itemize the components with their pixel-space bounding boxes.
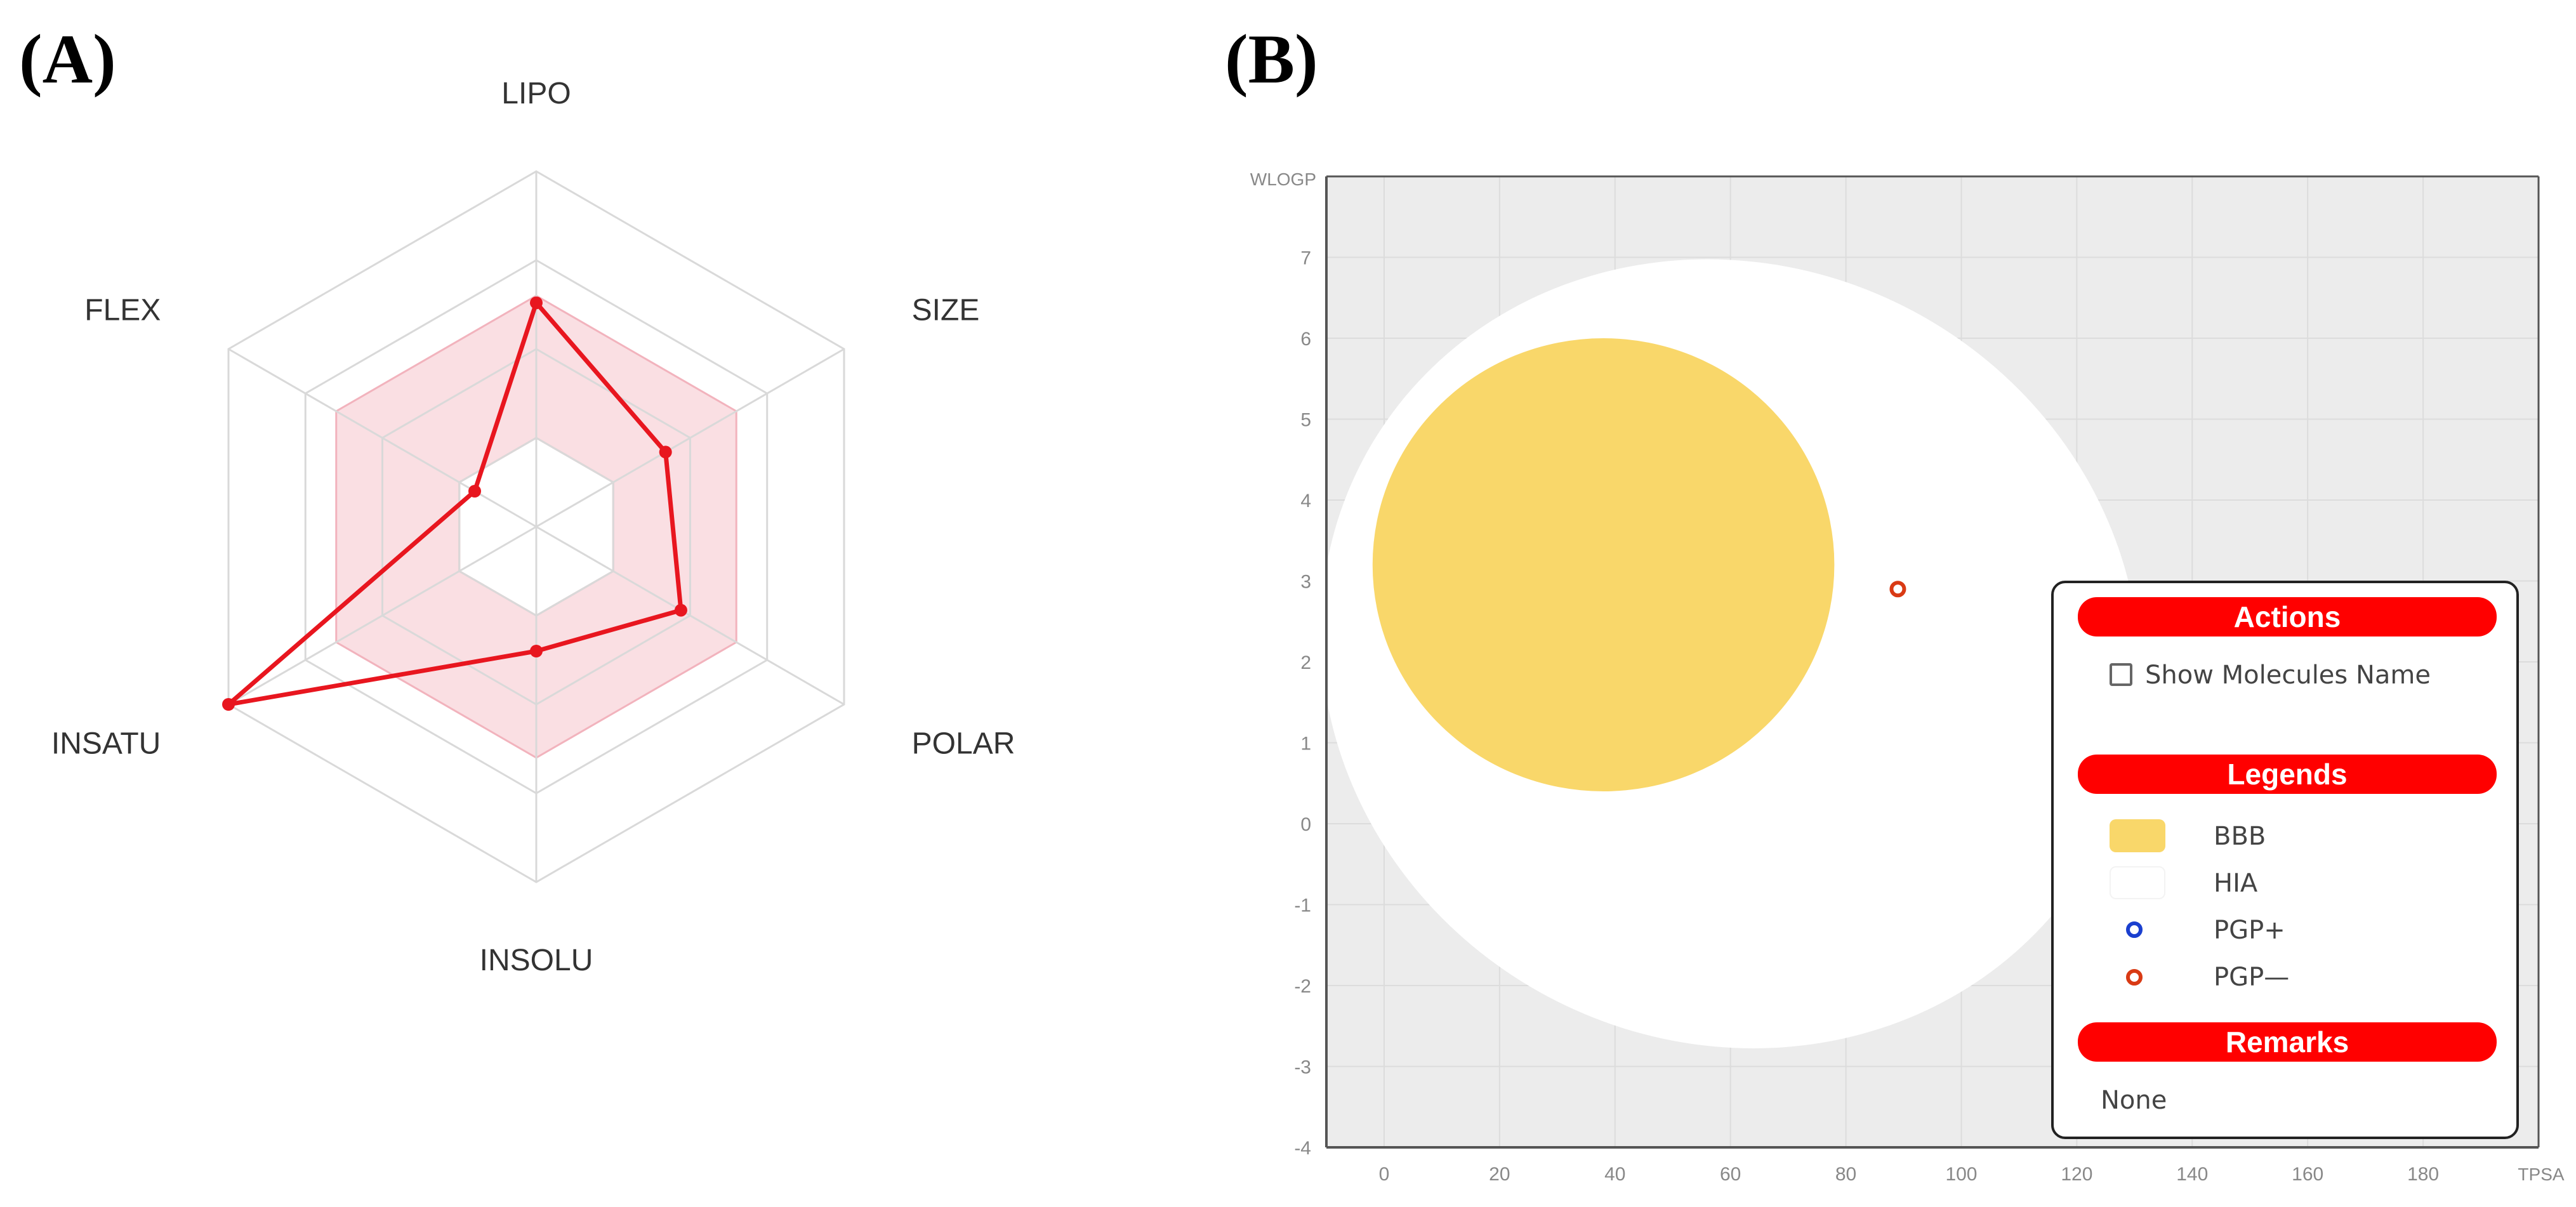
y-tick-label: 4 xyxy=(1300,491,1311,511)
show-names-checkbox[interactable] xyxy=(2110,663,2132,686)
x-tick-label: 60 xyxy=(1720,1164,1741,1185)
y-tick-label: -1 xyxy=(1294,895,1311,916)
radar-point-polar xyxy=(674,604,687,617)
y-tick-label: -3 xyxy=(1294,1057,1311,1078)
show-names-label[interactable]: Show Molecules Name xyxy=(2145,661,2431,690)
pgp-plus-marker-icon xyxy=(2126,921,2143,938)
optimal-range-band xyxy=(336,296,737,758)
radar-spoke-insatu xyxy=(228,525,537,706)
panel-b-label: (B) xyxy=(1225,20,1318,98)
bioavailability-radar-chart: LIPO SIZE POLAR INSOLU INSATU FLEX xyxy=(51,77,1015,977)
y-tick-label: 7 xyxy=(1300,248,1311,269)
radar-point-insolu xyxy=(530,645,543,657)
radar-point-flex xyxy=(468,485,482,498)
radar-axis-label-size: SIZE xyxy=(912,293,980,327)
x-tick-label: 120 xyxy=(2061,1164,2092,1185)
legend-panel: Actions Show Molecules Name Legends BBB … xyxy=(2051,581,2519,1139)
radar-axis-label-insatu: INSATU xyxy=(51,727,161,761)
pgp-minus-marker-icon xyxy=(2126,969,2143,986)
y-tick-label: 5 xyxy=(1300,410,1311,431)
radar-spoke-size xyxy=(536,348,845,528)
y-axis-title: WLOGP xyxy=(1250,169,1316,189)
legends-header: Legends xyxy=(2078,755,2497,794)
y-tick-label: 3 xyxy=(1300,572,1311,593)
y-tick-label: -2 xyxy=(1294,976,1311,997)
radar-axis-label-polar: POLAR xyxy=(912,727,1015,761)
legend-pgp-minus-label: PGP— xyxy=(2214,963,2290,992)
radar-point-size xyxy=(659,445,672,459)
radar-axis-label-insolu: INSOLU xyxy=(480,944,593,977)
x-tick-label: 0 xyxy=(1379,1164,1390,1185)
x-tick-label: 40 xyxy=(1604,1164,1625,1185)
y-tick-label: 6 xyxy=(1300,329,1311,350)
actions-header: Actions xyxy=(2078,597,2497,636)
x-tick-label: 140 xyxy=(2176,1164,2208,1185)
legend-hia-label: HIA xyxy=(2214,869,2258,898)
radar-axis-label-flex: FLEX xyxy=(84,293,161,327)
y-tick-label: -4 xyxy=(1294,1138,1311,1159)
remarks-header: Remarks xyxy=(2078,1022,2497,1062)
x-tick-label: 80 xyxy=(1835,1164,1856,1185)
regions-group xyxy=(1326,259,2141,1048)
radar-point-lipo xyxy=(530,296,543,310)
x-tick-label: 100 xyxy=(1945,1164,1977,1185)
legend-pgp-plus-label: PGP+ xyxy=(2214,916,2285,945)
bbb-swatch xyxy=(2110,819,2165,852)
radar-point-insatu xyxy=(222,698,235,711)
x-tick-label: 20 xyxy=(1489,1164,1510,1185)
y-tick-label: 1 xyxy=(1300,734,1311,755)
y-tick-label: 2 xyxy=(1300,652,1311,673)
y-tick-label: 0 xyxy=(1300,814,1311,835)
bbb-region xyxy=(1372,338,1835,791)
x-tick-label: 160 xyxy=(2292,1164,2323,1185)
radar-axis-label-lipo: LIPO xyxy=(501,77,571,110)
radar-spoke-polar xyxy=(536,525,845,706)
x-axis-title: TPSA xyxy=(2518,1164,2564,1184)
molecule-point xyxy=(1889,581,1906,598)
hia-swatch xyxy=(2110,866,2165,899)
legend-bbb-label: BBB xyxy=(2214,822,2266,851)
x-tick-label: 180 xyxy=(2407,1164,2439,1185)
panel-a-label: (A) xyxy=(19,20,116,98)
remarks-text: None xyxy=(2101,1086,2167,1115)
radar-spoke-flex xyxy=(228,348,537,528)
